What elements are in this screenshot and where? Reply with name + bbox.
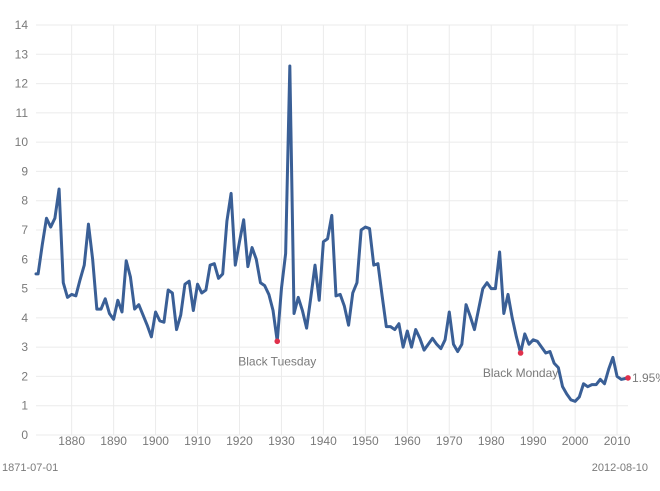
x-tick-label: 1900 bbox=[142, 434, 169, 448]
y-tick-label: 14 bbox=[15, 18, 29, 32]
x-axis-tick-labels: 1880 1890 1900 1910 1920 1930 1940 1950 1960 1970… bbox=[58, 434, 630, 448]
y-tick-label: 6 bbox=[21, 252, 28, 266]
grid bbox=[36, 24, 628, 436]
x-tick-label: 1880 bbox=[58, 434, 85, 448]
y-tick-label: 0 bbox=[21, 428, 28, 442]
y-tick-label: 8 bbox=[21, 194, 28, 208]
x-tick-label: 1960 bbox=[394, 434, 421, 448]
x-tick-label: 1970 bbox=[436, 434, 463, 448]
event-annotation-label: 1.95% bbox=[632, 371, 660, 385]
event-marker bbox=[517, 350, 524, 356]
x-tick-label: 1990 bbox=[520, 434, 547, 448]
x-tick-label: 1920 bbox=[226, 434, 253, 448]
x-tick-label: 1980 bbox=[478, 434, 505, 448]
y-tick-label: 4 bbox=[21, 311, 28, 325]
x-tick-label: 2000 bbox=[562, 434, 589, 448]
event-annotations: Black Tuesday Black Monday 1.95% bbox=[238, 354, 660, 385]
y-tick-label: 2 bbox=[21, 369, 28, 383]
x-tick-label: 1940 bbox=[310, 434, 337, 448]
event-marker bbox=[274, 338, 281, 345]
series-line bbox=[34, 64, 630, 403]
x-start-date-label: 1871-07-01 bbox=[2, 462, 58, 474]
event-marker bbox=[625, 375, 631, 381]
x-tick-label: 1890 bbox=[100, 434, 127, 448]
y-tick-label: 9 bbox=[21, 164, 28, 178]
x-tick-label: 2010 bbox=[604, 434, 631, 448]
x-end-date-label: 2012-08-10 bbox=[592, 462, 648, 474]
x-tick-label: 1930 bbox=[268, 434, 295, 448]
event-markers bbox=[274, 338, 631, 381]
event-annotation-label: Black Monday bbox=[483, 366, 558, 380]
event-annotation-label: Black Tuesday bbox=[238, 354, 316, 368]
x-tick-label: 1910 bbox=[184, 434, 211, 448]
y-tick-label: 10 bbox=[15, 135, 29, 149]
y-tick-label: 7 bbox=[21, 223, 28, 237]
y-tick-label: 12 bbox=[15, 77, 29, 91]
y-tick-label: 11 bbox=[16, 106, 29, 120]
y-tick-label: 13 bbox=[15, 47, 29, 61]
y-tick-label: 5 bbox=[21, 282, 28, 296]
y-tick-label: 3 bbox=[21, 340, 28, 354]
x-tick-label: 1950 bbox=[352, 434, 379, 448]
y-tick-label: 1 bbox=[21, 399, 28, 413]
